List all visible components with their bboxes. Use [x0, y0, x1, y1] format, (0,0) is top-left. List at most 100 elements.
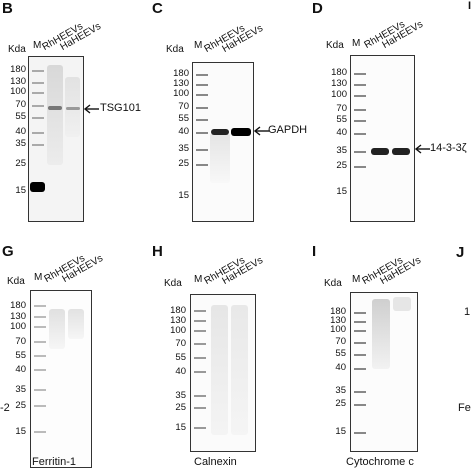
- ladder-band: [34, 389, 46, 391]
- marker-35: 35: [15, 384, 26, 395]
- marker-40: 40: [15, 126, 26, 137]
- ladder-band: [34, 305, 46, 307]
- kda-label: Kda: [8, 44, 26, 55]
- marker-180: 180: [10, 64, 26, 75]
- edge-fragment-1: 1: [464, 306, 471, 318]
- ladder-band: [354, 312, 366, 314]
- edge-fragment-top-right: I: [468, 0, 472, 12]
- marker-130: 130: [10, 311, 26, 322]
- ladder-band: [34, 431, 46, 433]
- target-label: 14-3-3ζ: [430, 142, 467, 154]
- marker-130: 130: [10, 76, 26, 87]
- blot-membrane: [350, 55, 415, 222]
- marker-70: 70: [335, 336, 346, 347]
- marker-70: 70: [15, 336, 26, 347]
- marker-40: 40: [175, 366, 186, 377]
- marker-180: 180: [330, 306, 346, 317]
- panel-letter: J: [456, 244, 465, 261]
- marker-35: 35: [178, 143, 189, 154]
- kda-label: Kda: [166, 44, 184, 55]
- marker-15: 15: [178, 190, 189, 201]
- marker-55: 55: [178, 113, 189, 124]
- marker-130: 130: [173, 78, 189, 89]
- lane-smear: [68, 309, 84, 339]
- marker-55: 55: [15, 111, 26, 122]
- ladder-band: [194, 343, 206, 345]
- ladder-band: [32, 92, 44, 94]
- panel-j: J 1 Fe: [420, 240, 474, 474]
- lane-label-m: M: [352, 38, 361, 49]
- ladder-band: [194, 330, 206, 332]
- ladder-band: [354, 95, 366, 97]
- ladder-band: [196, 94, 208, 96]
- ladder-band: [194, 320, 206, 322]
- marker-180: 180: [10, 300, 26, 311]
- marker-40: 40: [15, 364, 26, 375]
- ladder-band: [34, 369, 46, 371]
- ladder-band: [196, 164, 208, 166]
- lane-smear: [49, 309, 65, 349]
- antibody-caption: Ferritin-1: [32, 456, 77, 468]
- ladder-band: [354, 354, 366, 356]
- lane-smear: [211, 305, 228, 435]
- panel-d: D Kda M RhHEEVs HaHEEVs 180 130 100 70 5…: [310, 0, 474, 230]
- arrow-icon: [83, 104, 99, 114]
- marker-40: 40: [335, 362, 346, 373]
- edge-fragment-left: -2: [0, 402, 10, 414]
- kda-label: Kda: [7, 276, 25, 287]
- panel-letter: B: [2, 0, 13, 17]
- marker-55: 55: [335, 348, 346, 359]
- ladder-band: [34, 316, 46, 318]
- panel-i: I Kda M RhHEEVs HaHEEVs 180 130 100 70 5…: [310, 240, 423, 474]
- target-band-ha: [66, 107, 80, 110]
- marker-25: 25: [335, 398, 346, 409]
- panel-g: G Kda M RhHEEVs HaHEEVs 180 130 100 70 5…: [0, 240, 150, 474]
- ladder-band: [32, 105, 44, 107]
- marker-15: 15: [335, 426, 346, 437]
- marker-15: 15: [15, 185, 26, 196]
- lane-smear: [393, 297, 411, 311]
- target-band-ha: [392, 148, 410, 155]
- marker-25: 25: [15, 158, 26, 169]
- panel-letter: G: [2, 243, 14, 260]
- ladder-band: [196, 107, 208, 109]
- marker-40: 40: [336, 127, 347, 138]
- target-label: TSG101: [100, 102, 141, 114]
- ladder-band: [354, 120, 366, 122]
- ladder-band: [354, 73, 366, 75]
- ladder-band: [354, 342, 366, 344]
- ladder-band: [34, 326, 46, 328]
- marker-35: 35: [175, 390, 186, 401]
- ladder-band: [354, 391, 366, 393]
- ladder-band: [354, 84, 366, 86]
- ladder-band: [194, 371, 206, 373]
- panel-h: H Kda M RhHEEVs HaHEEVs 180 130 100 70 5…: [150, 240, 310, 474]
- lane-smear: [231, 305, 248, 435]
- panel-c: C Kda M RhHEEVs HaHEEVs 180 130 100 70 5…: [150, 0, 310, 230]
- panel-letter: D: [312, 0, 323, 17]
- marker-100: 100: [10, 86, 26, 97]
- ladder-band: [196, 74, 208, 76]
- marker-15: 15: [336, 186, 347, 197]
- lane-smear: [47, 65, 63, 165]
- ladder-band: [196, 132, 208, 134]
- ladder-band: [194, 395, 206, 397]
- marker-180: 180: [173, 68, 189, 79]
- lane-label-m: M: [33, 40, 42, 51]
- lane-label-m: M: [194, 40, 203, 51]
- marker-70: 70: [175, 338, 186, 349]
- marker-25: 25: [178, 158, 189, 169]
- marker-130: 130: [330, 315, 346, 326]
- lane-label-m: M: [34, 272, 43, 283]
- ladder-band: [194, 357, 206, 359]
- lane-smear: [210, 133, 230, 183]
- marker-25: 25: [175, 402, 186, 413]
- marker-35: 35: [336, 145, 347, 156]
- ladder-band: [32, 132, 44, 134]
- panel-b: B Kda M RhHEEVs HaHEEVs 180 130 100 70 5…: [0, 0, 150, 230]
- ladder-band: [32, 82, 44, 84]
- target-band-rh: [211, 129, 229, 135]
- panel-letter: H: [152, 243, 163, 260]
- ladder-band: [194, 407, 206, 409]
- marker-35: 35: [335, 385, 346, 396]
